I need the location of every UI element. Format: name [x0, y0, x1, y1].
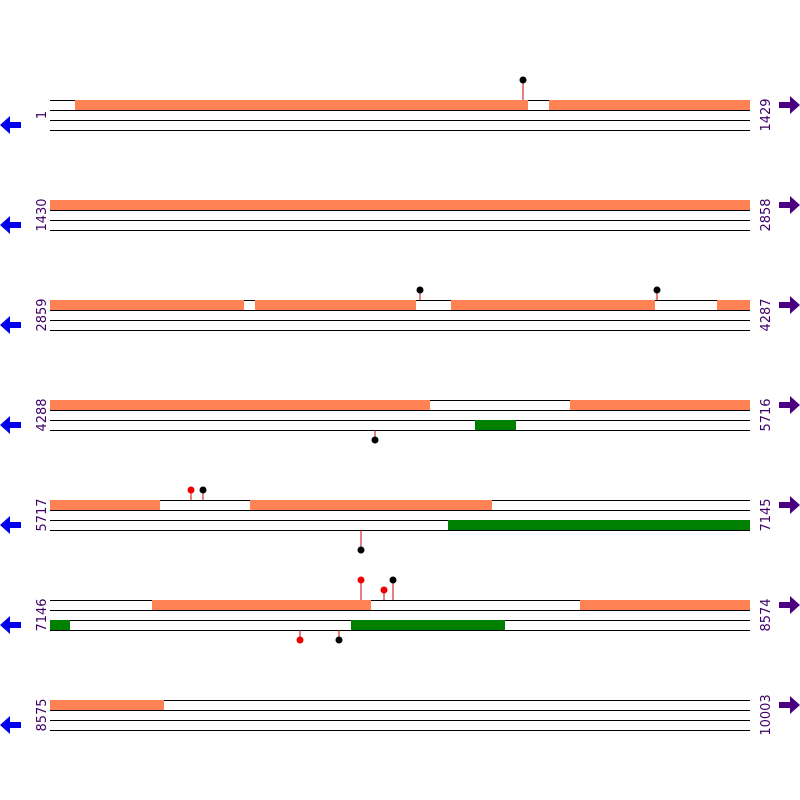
site — [371, 436, 379, 444]
site — [357, 546, 365, 554]
feature — [75, 100, 528, 110]
site — [519, 76, 527, 84]
row-start-label: 7146 — [35, 598, 50, 631]
feature — [255, 300, 416, 310]
row-start-label: 1 — [35, 111, 50, 119]
feature — [580, 600, 750, 610]
row-end-label: 7145 — [759, 498, 774, 531]
reverse-arrow — [0, 716, 21, 734]
site — [416, 286, 424, 294]
site — [335, 636, 343, 644]
feature — [50, 500, 160, 510]
feature — [152, 600, 371, 610]
feature — [50, 400, 430, 410]
row-start-label: 8575 — [35, 698, 50, 731]
forward-arrow — [779, 96, 800, 114]
site — [357, 576, 365, 584]
feature — [448, 520, 750, 530]
site — [199, 486, 207, 494]
feature — [570, 400, 750, 410]
feature — [50, 300, 244, 310]
row-end-label: 10003 — [759, 694, 774, 735]
feature — [50, 700, 164, 710]
feature — [549, 100, 750, 110]
site — [187, 486, 195, 494]
row-start-label: 5717 — [35, 498, 50, 531]
forward-arrow — [779, 296, 800, 314]
feature — [351, 620, 505, 630]
reverse-arrow — [0, 616, 21, 634]
row-end-label: 5716 — [759, 398, 774, 431]
reverse-arrow — [0, 516, 21, 534]
row-end-label: 8574 — [759, 598, 774, 631]
forward-arrow — [779, 496, 800, 514]
feature — [475, 420, 516, 430]
forward-arrow — [779, 696, 800, 714]
reverse-arrow — [0, 416, 21, 434]
row-start-label: 2859 — [35, 298, 50, 331]
site — [296, 636, 304, 644]
reverse-arrow — [0, 216, 21, 234]
site — [653, 286, 661, 294]
site — [389, 576, 397, 584]
row-end-label: 1429 — [759, 98, 774, 131]
feature — [50, 200, 750, 210]
tracks — [50, 100, 750, 731]
forward-arrow — [779, 596, 800, 614]
features — [50, 76, 750, 710]
site — [380, 586, 388, 594]
feature — [717, 300, 750, 310]
feature — [250, 500, 492, 510]
feature — [50, 620, 70, 630]
row-start-label: 4288 — [35, 398, 50, 431]
row-end-label: 4287 — [759, 298, 774, 331]
forward-arrow — [779, 196, 800, 214]
forward-arrow — [779, 396, 800, 414]
reverse-arrow — [0, 116, 21, 134]
row-start-label: 1430 — [35, 198, 50, 231]
reverse-arrow — [0, 316, 21, 334]
feature — [451, 300, 655, 310]
row-end-label: 2858 — [759, 198, 774, 231]
